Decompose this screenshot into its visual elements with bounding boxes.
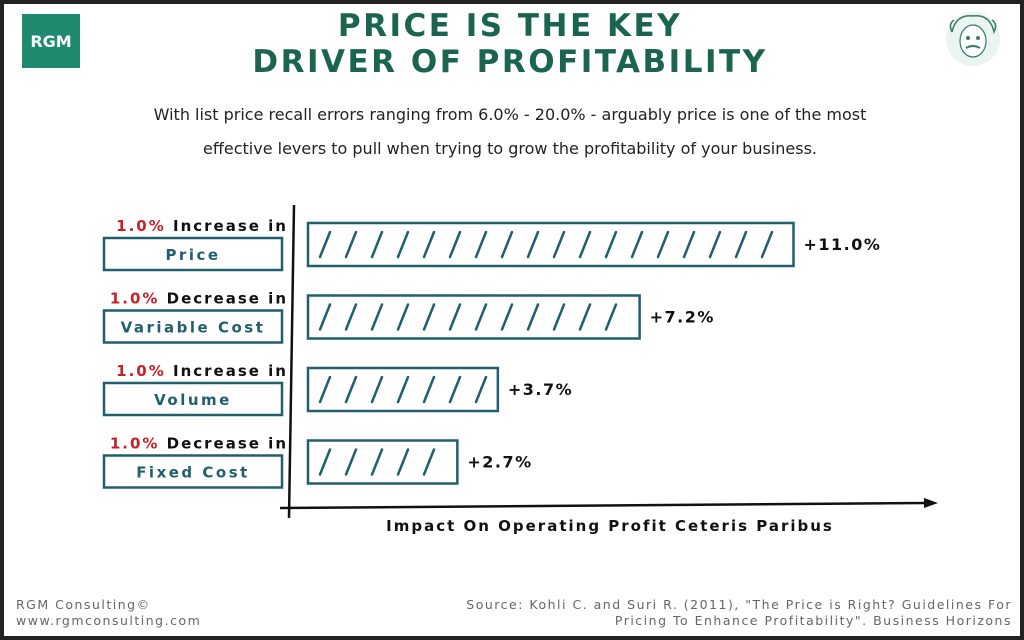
einstein-sketch-icon — [946, 12, 1000, 66]
data-label: +11.0% — [804, 235, 882, 254]
category-change-label: 1.0% Decrease in — [110, 290, 288, 308]
bar-hatch-mark — [578, 303, 592, 331]
bar — [306, 221, 795, 268]
bar-hatch-mark — [396, 375, 410, 404]
title-line-1: PRICE IS THE KEY — [337, 8, 683, 44]
page-title: PRICE IS THE KEY DRIVER OF PROFITABILITY — [180, 8, 840, 80]
source-line-2: Pricing To Enhance Profitability". Busin… — [614, 613, 1012, 628]
footer-source: Source: Kohli C. and Suri R. (2011), "Th… — [466, 597, 1012, 629]
bar-hatch-mark — [526, 303, 540, 331]
bar-hatch-mark — [448, 230, 462, 259]
subtitle: With list price recall errors ranging fr… — [60, 98, 960, 166]
change-percent: 1.0% — [110, 290, 167, 308]
bar-hatch-mark — [448, 303, 462, 331]
bar-hatch-mark — [370, 230, 384, 259]
change-percent: 1.0% — [116, 217, 173, 235]
data-label: +2.7% — [467, 453, 532, 472]
bar-hatch-mark — [318, 303, 332, 331]
change-direction: Decrease in — [167, 435, 288, 453]
bar-hatch-mark — [344, 303, 358, 331]
bar — [306, 294, 641, 340]
bar-hatch-mark — [344, 375, 358, 404]
bar-hatch-mark — [370, 303, 384, 331]
data-label: +7.2% — [650, 308, 715, 327]
change-direction: Increase in — [173, 362, 288, 380]
bar-hatch-mark — [474, 303, 488, 331]
category-box — [102, 309, 284, 344]
bar-hatch-mark — [604, 230, 618, 259]
subtitle-line-1: With list price recall errors ranging fr… — [153, 105, 867, 124]
category-driver-label: Fixed Cost — [136, 464, 250, 482]
bar-hatch-mark — [500, 303, 514, 331]
bar-hatch-mark — [552, 303, 566, 331]
category-driver-label: Price — [165, 246, 220, 264]
change-direction: Increase in — [173, 217, 288, 235]
change-percent: 1.0% — [116, 362, 173, 380]
category-box — [102, 454, 284, 489]
bar-hatch-mark — [370, 375, 384, 404]
category-driver-label: Volume — [154, 391, 232, 409]
bar-hatch-mark — [422, 303, 436, 331]
bar-hatch-mark — [318, 448, 332, 476]
change-percent: 1.0% — [110, 435, 167, 453]
bar-hatch-mark — [708, 230, 722, 259]
bar-hatch-mark — [396, 448, 410, 476]
bar-hatch-mark — [734, 230, 748, 259]
bar-hatch-mark — [474, 230, 488, 259]
category-change-label: 1.0% Increase in — [116, 362, 288, 380]
bar — [306, 439, 459, 485]
bar-hatch-mark — [396, 230, 410, 259]
bar-hatch-mark — [318, 230, 332, 259]
bar-hatch-mark — [396, 303, 410, 331]
bar-hatch-mark — [422, 448, 436, 476]
category-change-label: 1.0% Decrease in — [110, 435, 288, 453]
bar-hatch-mark — [526, 230, 540, 259]
y-axis-line — [287, 204, 296, 519]
data-label: +3.7% — [508, 380, 573, 399]
source-line-1: Source: Kohli C. and Suri R. (2011), "Th… — [466, 597, 1012, 612]
subtitle-line-2: effective levers to pull when trying to … — [203, 139, 817, 158]
bar-hatch-mark — [760, 230, 774, 259]
bar-hatch-mark — [370, 448, 384, 476]
x-axis-label: Impact On Operating Profit Ceteris Parib… — [386, 517, 834, 535]
bar-hatch-mark — [500, 230, 514, 259]
bar-hatch-mark — [344, 230, 358, 259]
category-box — [102, 381, 284, 417]
bar-hatch-mark — [448, 375, 462, 404]
bar-hatch-mark — [578, 230, 592, 259]
category-box — [102, 236, 284, 272]
bar-hatch-mark — [630, 230, 644, 259]
rgm-logo: RGM — [22, 14, 80, 68]
bar-hatch-mark — [422, 375, 436, 404]
bar-hatch-mark — [318, 375, 332, 404]
category-driver-label: Variable Cost — [121, 319, 266, 337]
bar-hatch-mark — [656, 230, 670, 259]
bar-hatch-mark — [344, 448, 358, 476]
website-link[interactable]: www.rgmconsulting.com — [16, 613, 202, 628]
company-name: RGM Consulting© — [16, 597, 151, 612]
category-change-label: 1.0% Increase in — [116, 217, 288, 235]
bar-hatch-mark — [552, 230, 566, 259]
bar-hatch-mark — [604, 303, 618, 331]
x-axis-arrow — [924, 498, 938, 508]
x-axis-line — [279, 501, 927, 510]
bar-hatch-mark — [422, 230, 436, 259]
bar-hatch-mark — [474, 375, 488, 404]
change-direction: Decrease in — [167, 290, 288, 308]
title-line-2: DRIVER OF PROFITABILITY — [252, 44, 768, 80]
footer-company: RGM Consulting© www.rgmconsulting.com — [16, 597, 201, 629]
bar-hatch-mark — [682, 230, 696, 259]
